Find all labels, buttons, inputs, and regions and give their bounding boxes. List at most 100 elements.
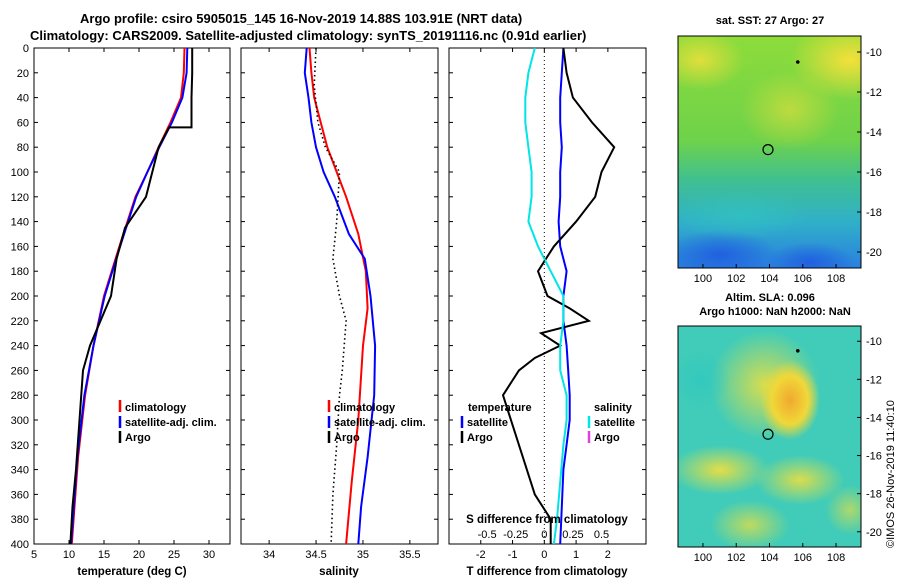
depth-tick-label: 120 <box>11 192 29 204</box>
difference-xlabel: T difference from climatology <box>466 566 628 578</box>
legend-satellite: satellite-adj. clim. <box>125 417 217 429</box>
depth-tick-label: 340 <box>11 465 29 477</box>
series-climatology <box>308 47 369 545</box>
map-y-tick-label: -12 <box>866 87 882 99</box>
depth-axis: 0 20 40 60 80 100 120 140 160 180 200 220 240 260 280 3… <box>11 43 646 551</box>
difference-legend: temperature satellite Argo salinity sate… <box>460 402 635 444</box>
map-y-tick-label: -16 <box>866 167 882 179</box>
map-x-tick-label: 108 <box>827 552 845 564</box>
depth-tick-label: 100 <box>11 167 29 179</box>
title-line-1: Argo profile: csiro 5905015_145 16-Nov-2… <box>80 11 522 26</box>
map-y-tick-label: -10 <box>866 336 882 348</box>
depth-tick-label: 360 <box>11 489 29 501</box>
map-y-tick-label: -18 <box>866 207 882 219</box>
depth-tick-label: 40 <box>17 93 29 105</box>
legend-salinity-header: salinity <box>594 402 633 414</box>
x-tick-label: 5 <box>31 549 37 561</box>
sla-map-axes: 100 102 104 106 108 -10 -12 -14 -16 -18 -20 <box>694 336 882 564</box>
temperature-plot: 5 10 15 20 25 30 <box>31 47 215 561</box>
x-tick-label: 30 <box>203 549 215 561</box>
map-y-tick-label: -16 <box>866 451 882 463</box>
x-tick-label: 20 <box>133 549 145 561</box>
depth-tick-label: 200 <box>11 291 29 303</box>
map-x-tick-label: 100 <box>694 552 712 564</box>
map-y-tick-label: -14 <box>866 412 882 424</box>
map-y-tick-label: -20 <box>866 247 882 259</box>
depth-tick-label: 300 <box>11 415 29 427</box>
sla-secondary-marker <box>795 348 800 353</box>
sla-argo-location-marker <box>762 428 774 440</box>
depth-tick-label: 140 <box>11 217 29 229</box>
salinity-xlabel: salinity <box>319 566 359 578</box>
x-tick-label: 35 <box>357 549 369 561</box>
series-temperature-argo <box>501 47 616 544</box>
title-line-2: Climatology: CARS2009. Satellite-adjuste… <box>30 28 586 43</box>
map-y-tick-label: -10 <box>866 47 882 59</box>
x-tick-label: 0 <box>541 549 547 561</box>
sla-map-subtitle: Argo h1000: NaN h2000: NaN <box>699 306 851 318</box>
legend-temp-argo: Argo <box>467 432 493 444</box>
legend-temperature-header: temperature <box>468 402 532 414</box>
map-x-tick-label: 102 <box>727 273 745 285</box>
map-y-tick-label: -12 <box>866 374 882 386</box>
map-x-tick-label: 106 <box>794 273 812 285</box>
difference-x2label: S difference from climatology <box>466 514 628 526</box>
depth-tick-label: 180 <box>11 266 29 278</box>
depth-tick-label: 60 <box>17 117 29 129</box>
legend-satellite: satellite-adj. clim. <box>334 417 426 429</box>
depth-tick-label: 320 <box>11 440 29 452</box>
x-tick-label: 25 <box>168 549 180 561</box>
sst-map-field <box>678 36 861 268</box>
salinity-legend: climatology satellite-adj. clim. Argo <box>327 400 426 444</box>
series-satellite-adj-clim- <box>70 47 189 545</box>
map-x-tick-label: 106 <box>794 552 812 564</box>
map-x-tick-label: 104 <box>760 552 778 564</box>
map-y-tick-label: -20 <box>866 527 882 539</box>
x2-tick-label: 0.5 <box>594 529 609 541</box>
series-satellite-adj-clim- <box>303 47 377 545</box>
sst-map-axes: 100 102 104 106 108 -10 -12 -14 -16 -18 -20 <box>694 47 882 285</box>
map-y-tick-label: -14 <box>866 127 882 139</box>
difference-plot: -2 -1 0 1 2 -0.5 -0.25 0 0.25 0.5 <box>476 47 616 561</box>
temperature-xlabel: temperature (deg C) <box>77 566 186 578</box>
depth-tick-label: 240 <box>11 341 29 353</box>
legend-temp-satellite: satellite <box>467 417 508 429</box>
x-tick-label: -2 <box>476 549 486 561</box>
temperature-axes-frame <box>33 47 231 545</box>
salinity-axes-frame <box>240 47 439 545</box>
depth-tick-label: 160 <box>11 241 29 253</box>
sst-argo-location-marker <box>762 144 774 156</box>
x-tick-label: -1 <box>508 549 518 561</box>
depth-tick-label: 220 <box>11 316 29 328</box>
depth-tick-label: 20 <box>17 68 29 80</box>
depth-tick-label: 400 <box>11 539 29 551</box>
series-salinity-satellite <box>524 47 568 545</box>
depth-tick-label: 0 <box>23 43 29 55</box>
depth-tick-label: 80 <box>17 142 29 154</box>
legend-sal-satellite: satellite <box>594 417 635 429</box>
map-x-tick-label: 102 <box>727 552 745 564</box>
sla-map-field <box>678 326 861 547</box>
sst-secondary-marker <box>795 60 800 64</box>
series-argo <box>69 48 194 545</box>
salinity-plot: 34 34.5 35 35.5 <box>263 47 421 561</box>
depth-tick-label: 260 <box>11 365 29 377</box>
footer-copyright: ©IMOS 26-Nov-2019 11:40:10 <box>885 400 897 548</box>
x2-tick-label: -0.5 <box>478 529 497 541</box>
map-x-tick-label: 108 <box>827 273 845 285</box>
sst-map-title: sat. SST: 27 Argo: 27 <box>716 15 824 27</box>
x-tick-label: 34.5 <box>305 549 326 561</box>
x-tick-label: 1 <box>573 549 579 561</box>
temperature-legend: climatology satellite-adj. clim. Argo <box>118 400 217 444</box>
legend-argo: Argo <box>334 432 360 444</box>
map-x-tick-label: 100 <box>694 273 712 285</box>
x-tick-label: 15 <box>98 549 110 561</box>
legend-climatology: climatology <box>334 402 396 414</box>
series-temperature-satellite <box>557 47 571 545</box>
map-y-tick-label: -18 <box>866 489 882 501</box>
x-tick-label: 2 <box>605 549 611 561</box>
series-argo <box>313 47 347 545</box>
x-tick-label: 10 <box>63 549 75 561</box>
x-tick-label: 34 <box>263 549 275 561</box>
